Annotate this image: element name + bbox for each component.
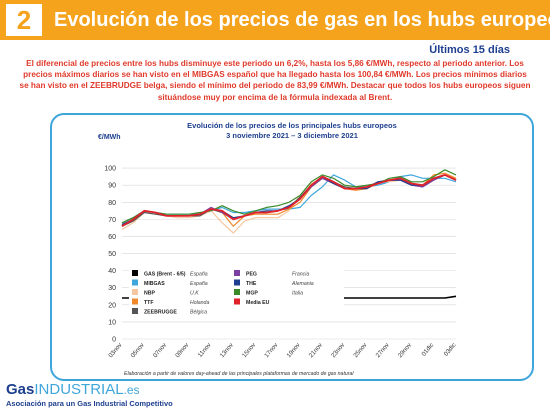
legend-label: Media EU bbox=[246, 300, 270, 306]
logo-industrial-text: INDUSTRIAL bbox=[34, 381, 124, 398]
legend-country: Holanda bbox=[190, 300, 209, 306]
legend-swatch bbox=[132, 279, 138, 286]
y-tick-label: 10 bbox=[108, 319, 116, 326]
logo-es-text: .es bbox=[123, 383, 140, 397]
x-tick-label: 15nov bbox=[241, 341, 258, 359]
y-tick-label: 0 bbox=[112, 337, 116, 344]
legend-swatch bbox=[234, 270, 240, 276]
legend-label: TTF bbox=[144, 300, 154, 306]
x-tick-label: 13nov bbox=[219, 341, 236, 359]
x-tick-label: 07nov bbox=[152, 341, 169, 359]
legend-swatch bbox=[132, 270, 138, 276]
legend-country: Alemania bbox=[291, 281, 314, 287]
legend-label: NBP bbox=[144, 291, 155, 297]
logo-gas-text: Gas bbox=[6, 381, 35, 398]
source-note: Elaboración a partir de valores day-ahea… bbox=[124, 371, 354, 377]
gasindustrial-logo: GasINDUSTRIAL.es bbox=[6, 381, 140, 399]
y-tick-label: 50 bbox=[108, 251, 116, 258]
header-bar: 2 Evolución de los precios de gas en los… bbox=[0, 0, 550, 40]
footer-subtitle: Asociación para un Gas Industrial Compet… bbox=[6, 399, 173, 408]
legend-swatch bbox=[234, 298, 240, 305]
x-tick-label: 19nov bbox=[285, 341, 302, 359]
legend-country: U.K bbox=[190, 291, 199, 297]
legend-swatch bbox=[132, 298, 138, 305]
series-line-7 bbox=[121, 169, 457, 224]
x-tick-label: 25nov bbox=[352, 341, 369, 359]
chart-title: Evolución de los precios de los principa… bbox=[187, 121, 397, 130]
y-tick-label: 80 bbox=[108, 200, 116, 207]
y-tick-label: 60 bbox=[108, 234, 116, 241]
x-tick-label: 27nov bbox=[375, 341, 392, 359]
x-tick-label: 17nov bbox=[263, 341, 280, 359]
legend-country: Francia bbox=[292, 272, 309, 278]
period-label: Últimos 15 días bbox=[429, 44, 510, 56]
legend-label: THE bbox=[246, 281, 257, 287]
legend-label: ZEEBRUGGE bbox=[144, 310, 177, 316]
y-tick-label: 70 bbox=[108, 217, 116, 224]
series-line-2 bbox=[121, 174, 457, 234]
x-tick-label: 03dic bbox=[443, 342, 458, 358]
x-tick-label: 11nov bbox=[197, 341, 213, 359]
summary-paragraph: El diferencial de precios entre los hubs… bbox=[19, 59, 531, 102]
legend-swatch bbox=[234, 289, 240, 295]
legend-label: GAS (Brent - 6/5) bbox=[144, 272, 186, 278]
legend-label: MIBGAS bbox=[144, 281, 165, 287]
x-tick-label: 05nov bbox=[130, 341, 147, 359]
legend-country: España bbox=[190, 272, 208, 278]
x-tick-label: 09nov bbox=[174, 341, 191, 359]
section-number: 2 bbox=[6, 4, 42, 36]
y-tick-label: 40 bbox=[108, 268, 116, 275]
legend-swatch bbox=[132, 289, 138, 295]
legend-country: Italia bbox=[292, 291, 303, 297]
x-tick-label: 03nov bbox=[107, 341, 124, 359]
legend-country: Bélgica bbox=[190, 310, 207, 316]
legend-label: MGP bbox=[246, 291, 258, 297]
y-tick-label: 20 bbox=[108, 302, 116, 309]
page-title: Evolución de los precios de gas en los h… bbox=[54, 9, 550, 31]
x-tick-label: 23nov bbox=[330, 341, 347, 359]
legend-label: PEG bbox=[246, 272, 257, 278]
x-tick-label: 21nov bbox=[308, 341, 325, 359]
x-tick-label: 01dic bbox=[420, 342, 435, 358]
chart-subtitle: 3 noviembre 2021 – 3 diciembre 2021 bbox=[226, 131, 358, 140]
y-axis-label: €/MWh bbox=[98, 134, 121, 141]
legend-country: España bbox=[190, 281, 208, 287]
line-chart: Evolución de los precios de los principa… bbox=[98, 121, 458, 377]
y-tick-label: 30 bbox=[108, 285, 116, 292]
chart-panel: Evolución de los precios de los principa… bbox=[50, 113, 534, 381]
legend-swatch bbox=[132, 308, 138, 314]
y-tick-label: 90 bbox=[108, 183, 116, 190]
x-tick-label: 29nov bbox=[397, 341, 414, 359]
series-line-8 bbox=[121, 174, 457, 227]
legend-swatch bbox=[234, 279, 240, 286]
y-tick-label: 100 bbox=[104, 166, 116, 173]
